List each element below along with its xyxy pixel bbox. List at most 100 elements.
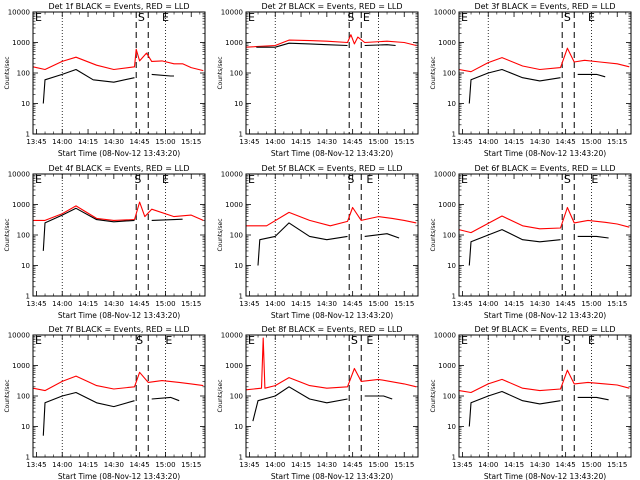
left-marker-label: E: [35, 173, 42, 186]
lld-series-line: [32, 371, 204, 392]
x-axis-label: Start Time (08-Nov-12 13:43:20): [484, 149, 606, 158]
end-marker-label: E: [165, 334, 172, 347]
y-tick-label: 10000: [221, 332, 243, 340]
x-tick-label: 14:45: [556, 300, 576, 308]
x-axis-label: Start Time (08-Nov-12 13:43:20): [484, 311, 606, 320]
lld-series-line: [245, 337, 417, 391]
y-tick-label: 100: [17, 393, 30, 401]
y-axis-label: Counts/sec: [217, 218, 224, 251]
x-tick-label: 15:15: [607, 461, 627, 469]
x-tick-label: 15:00: [368, 138, 388, 146]
x-tick-label: 14:45: [343, 138, 363, 146]
events-series-line: [468, 229, 561, 266]
y-tick-label: 1000: [12, 362, 30, 370]
panel-det-6: Det 6f BLACK = Events, RED = LLD Counts/s…: [430, 164, 632, 320]
panel-title: Det 2f BLACK = Events, RED = LLD: [261, 2, 402, 11]
y-axis-label: Counts/sec: [217, 56, 224, 89]
x-tick-label: 14:00: [478, 138, 498, 146]
x-tick-label: 14:15: [78, 300, 98, 308]
lld-series-line: [458, 47, 630, 73]
x-tick-label: 14:15: [504, 138, 524, 146]
end-marker-label: E: [588, 11, 595, 24]
start-marker-label: S: [347, 173, 354, 186]
plot-frame: [245, 11, 419, 135]
plot-frame: [32, 334, 206, 458]
panel-det-3: Det 3f BLACK = Events, RED = LLD Counts/s…: [430, 2, 632, 158]
events-series-line: [577, 396, 609, 401]
lld-series-line: [458, 206, 630, 234]
panel-det-5: Det 5f BLACK = Events, RED = LLD Counts/s…: [217, 164, 419, 320]
y-tick-label: 100: [230, 393, 243, 401]
y-tick-label: 10000: [221, 171, 243, 179]
x-tick-label: 14:30: [104, 300, 124, 308]
y-axis-label: Counts/sec: [430, 379, 437, 412]
left-marker-label: E: [35, 11, 42, 24]
y-tick-label: 10: [21, 423, 30, 431]
panel-title: Det 9f BLACK = Events, RED = LLD: [474, 325, 615, 334]
lld-series-line: [32, 48, 204, 72]
y-tick-label: 10: [447, 423, 456, 431]
y-tick-label: 100: [17, 232, 30, 240]
y-tick-label: 10000: [8, 171, 30, 179]
x-tick-label: 14:00: [52, 300, 72, 308]
x-tick-label: 15:00: [581, 461, 601, 469]
panel-det-1: Det 1f BLACK = Events, RED = LLD Counts/s…: [4, 2, 206, 158]
y-tick-label: 1: [239, 293, 243, 301]
y-tick-label: 10: [234, 423, 243, 431]
y-tick-label: 100: [230, 232, 243, 240]
events-series-line: [257, 222, 348, 266]
end-marker-label: E: [366, 334, 373, 347]
panel-title: Det 6f BLACK = Events, RED = LLD: [474, 164, 615, 173]
y-tick-label: 10: [447, 100, 456, 108]
lld-series-line: [458, 369, 630, 394]
x-tick-label: 14:30: [530, 300, 550, 308]
x-tick-label: 15:00: [155, 138, 175, 146]
y-axis-label: Counts/sec: [430, 56, 437, 89]
y-tick-label: 100: [443, 70, 456, 78]
events-series-line: [151, 73, 174, 77]
x-tick-label: 14:00: [265, 300, 285, 308]
y-axis-label: Counts/sec: [4, 218, 11, 251]
x-tick-label: 15:15: [181, 300, 201, 308]
y-tick-label: 1000: [225, 39, 243, 47]
y-tick-label: 10: [447, 262, 456, 270]
y-tick-label: 10000: [221, 9, 243, 17]
x-axis-label: Start Time (08-Nov-12 13:43:20): [484, 472, 606, 480]
x-axis-label: Start Time (08-Nov-12 13:43:20): [271, 311, 393, 320]
y-tick-label: 1000: [438, 201, 456, 209]
y-tick-label: 1: [452, 131, 456, 139]
plot-frame: [458, 173, 632, 297]
end-marker-label: E: [162, 11, 169, 24]
end-marker-label: E: [366, 173, 373, 186]
y-tick-label: 100: [230, 70, 243, 78]
panel-title: Det 7f BLACK = Events, RED = LLD: [48, 325, 189, 334]
x-tick-label: 14:45: [343, 300, 363, 308]
plot-frame: [458, 334, 632, 458]
x-tick-label: 15:15: [394, 461, 414, 469]
y-tick-label: 100: [443, 393, 456, 401]
y-tick-label: 1000: [438, 362, 456, 370]
plot-frame: [245, 334, 419, 458]
panel-det-7: Det 7f BLACK = Events, RED = LLD Counts/s…: [4, 325, 206, 480]
events-series-line: [468, 390, 561, 427]
x-tick-label: 15:00: [368, 461, 388, 469]
panel-title: Det 4f BLACK = Events, RED = LLD: [48, 164, 189, 173]
x-tick-label: 13:45: [26, 461, 46, 469]
x-tick-label: 14:45: [556, 461, 576, 469]
x-tick-label: 14:15: [78, 461, 98, 469]
y-tick-label: 1000: [225, 362, 243, 370]
events-series-line: [577, 73, 606, 78]
x-tick-label: 14:15: [504, 461, 524, 469]
x-axis-label: Start Time (08-Nov-12 13:43:20): [58, 472, 180, 480]
end-marker-label: E: [162, 173, 169, 186]
left-marker-label: E: [461, 334, 468, 347]
y-tick-label: 1: [26, 293, 30, 301]
start-marker-label: S: [564, 334, 571, 347]
left-marker-label: E: [461, 11, 468, 24]
x-tick-label: 13:45: [26, 138, 46, 146]
start-marker-label: S: [351, 334, 358, 347]
x-tick-label: 14:30: [317, 138, 337, 146]
x-tick-label: 15:00: [581, 138, 601, 146]
x-tick-label: 14:45: [556, 138, 576, 146]
